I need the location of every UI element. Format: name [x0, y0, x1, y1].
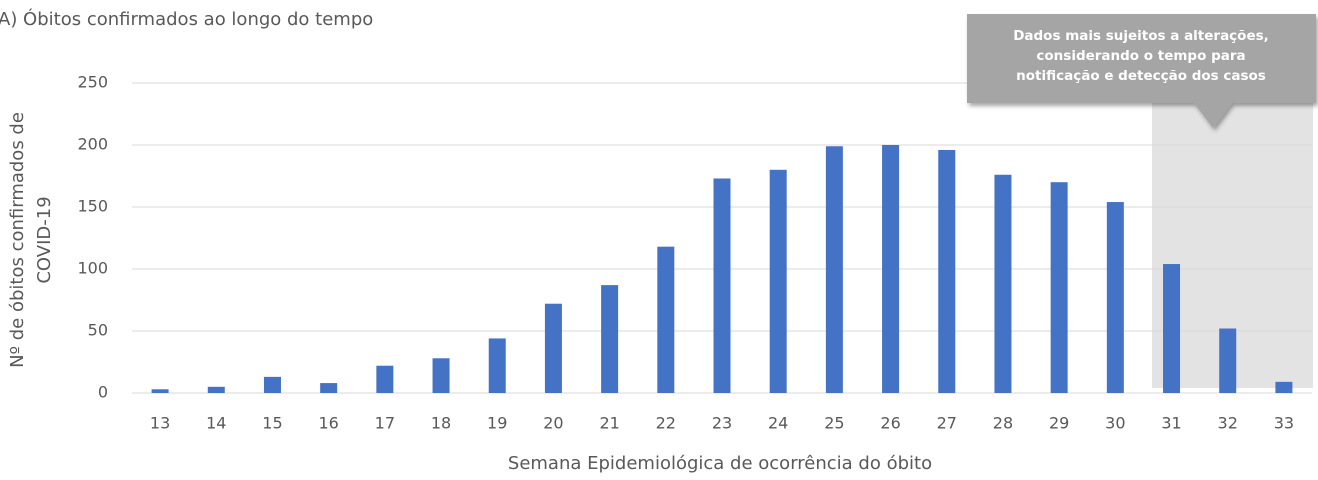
- y-tick-label: 150: [77, 197, 108, 216]
- x-tick-label: 20: [543, 414, 563, 433]
- bar: [432, 358, 450, 393]
- x-tick-label: 15: [262, 414, 282, 433]
- x-tick-label: 29: [1049, 414, 1069, 433]
- x-tick-label: 22: [656, 414, 676, 433]
- x-tick-label: 17: [375, 414, 395, 433]
- x-tick-label: 25: [824, 414, 844, 433]
- bar: [207, 386, 225, 393]
- bar: [1050, 182, 1068, 393]
- x-tick-label: 24: [768, 414, 788, 433]
- bar: [320, 383, 338, 393]
- y-tick-label: 50: [88, 321, 108, 340]
- bar: [769, 169, 787, 393]
- bar: [376, 365, 394, 393]
- bar: [882, 145, 900, 393]
- x-tick-label: 28: [993, 414, 1013, 433]
- x-tick-label: 21: [599, 414, 619, 433]
- y-axis-label: COVID-19: [34, 196, 55, 283]
- bar: [1219, 328, 1237, 393]
- bar: [601, 285, 619, 393]
- x-tick-label: 27: [937, 414, 957, 433]
- chart-title: A) Óbitos confirmados ao longo do tempo: [0, 8, 373, 30]
- bar: [994, 174, 1012, 393]
- x-tick-label: 13: [150, 414, 170, 433]
- y-tick-label: 100: [77, 259, 108, 278]
- annotation-text: Dados mais sujeitos a alterações,: [1013, 28, 1269, 44]
- annotation-text: considerando o tempo para: [1036, 48, 1245, 64]
- callout: [967, 14, 1316, 128]
- y-tick-label: 0: [98, 383, 108, 402]
- y-axis-label: Nº de óbitos confirmados de: [7, 112, 28, 368]
- x-tick-label: 30: [1105, 414, 1125, 433]
- bar: [488, 338, 506, 393]
- x-tick-label: 16: [318, 414, 338, 433]
- bar: [825, 146, 843, 393]
- bar: [713, 178, 731, 393]
- bar: [544, 303, 562, 393]
- x-tick-label: 14: [206, 414, 226, 433]
- annotation-text: notificação e detecção dos casos: [1016, 68, 1266, 84]
- x-tick-label: 33: [1274, 414, 1294, 433]
- bar: [263, 376, 281, 393]
- x-tick-label: 26: [880, 414, 900, 433]
- x-tick-label: 32: [1218, 414, 1238, 433]
- bar: [1163, 264, 1181, 393]
- x-tick-label: 18: [431, 414, 451, 433]
- x-tick-label: 23: [712, 414, 732, 433]
- bar: [1275, 381, 1293, 393]
- x-axis-label: Semana Epidemiológica de ocorrência do ó…: [508, 453, 932, 474]
- y-tick-label: 200: [77, 135, 108, 154]
- x-tick-label: 19: [487, 414, 507, 433]
- y-tick-label: 250: [77, 73, 108, 92]
- bar: [938, 149, 956, 393]
- bar: [657, 246, 675, 393]
- callout-box: [967, 14, 1316, 128]
- x-tick-label: 31: [1161, 414, 1181, 433]
- bar: [1106, 202, 1124, 393]
- bar: [151, 389, 169, 393]
